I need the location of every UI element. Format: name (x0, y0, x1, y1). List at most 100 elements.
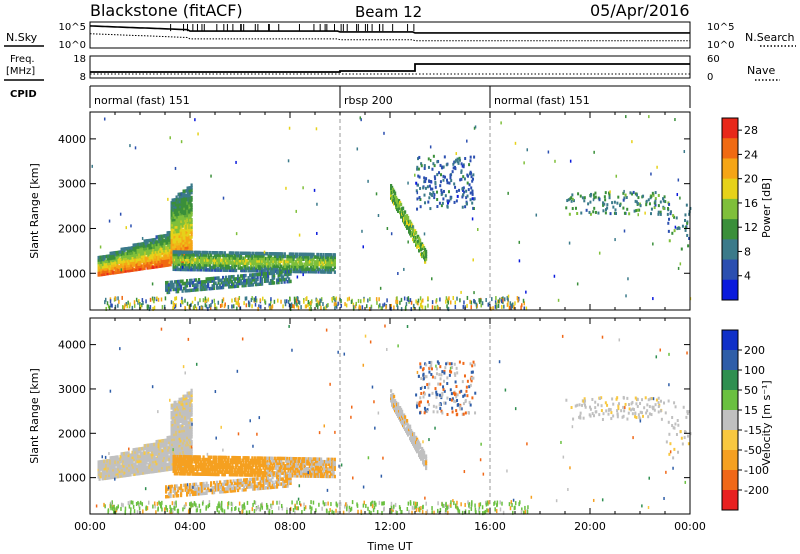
scatter-cell (103, 255, 106, 259)
scatter-cell (255, 264, 258, 268)
scatter-cell (631, 192, 634, 196)
scatter-cell (203, 457, 206, 462)
scatter-cell (190, 220, 193, 224)
scatter-cell (290, 257, 293, 261)
scatter-cell (677, 266, 680, 270)
scatter-cell (251, 304, 253, 309)
scatter-cell (228, 251, 231, 255)
colorbar-swatch (722, 239, 738, 261)
scatter-cell (427, 296, 429, 301)
scatter-cell (258, 251, 261, 256)
scatter-cell (207, 255, 210, 260)
scatter-cell (155, 447, 158, 451)
scatter-cell (201, 260, 204, 265)
scatter-cell (195, 253, 198, 257)
scatter-cell (190, 413, 193, 417)
scatter-cell (214, 281, 217, 285)
scatter-cell (197, 455, 200, 459)
scatter-cell (185, 469, 188, 474)
scatter-cell (174, 422, 177, 427)
scatter-cell (193, 288, 196, 292)
scatter-cell (184, 281, 187, 286)
scatter-cell (116, 462, 119, 467)
scatter-cell (195, 460, 198, 464)
scatter-cell (263, 261, 266, 266)
scatter-cell (208, 470, 211, 474)
scatter-cell (230, 268, 233, 273)
scatter-cell (142, 449, 145, 453)
scatter-cell (267, 256, 270, 261)
scatter-cell (184, 228, 187, 233)
freq-label-line2: [MHz] (6, 66, 35, 77)
scatter-cell (440, 165, 443, 169)
scatter-cell (216, 258, 219, 262)
scatter-cell (133, 255, 136, 260)
scatter-cell (261, 277, 264, 281)
scatter-cell (375, 192, 378, 196)
scatter-cell (317, 302, 319, 307)
scatter-cell (485, 298, 487, 303)
scatter-cell (277, 259, 280, 264)
scatter-cell (217, 300, 220, 305)
scatter-cell (223, 280, 226, 285)
scatter-cell (220, 460, 223, 465)
scatter-cell (237, 258, 240, 263)
scatter-cell (226, 277, 229, 282)
scatter-cell (177, 422, 180, 426)
scatter-cell (662, 197, 665, 201)
scatter-cell (455, 199, 458, 203)
scatter-cell (298, 252, 301, 257)
scatter-cell (308, 267, 311, 272)
scatter-cell (267, 274, 270, 278)
scatter-cell (164, 453, 167, 457)
scatter-cell (196, 457, 199, 462)
scatter-cell (608, 193, 611, 197)
scatter-cell (320, 255, 323, 259)
scatter-cell (379, 303, 381, 308)
scatter-cell (181, 257, 184, 262)
scatter-cell (197, 457, 200, 462)
scatter-cell (201, 258, 204, 262)
scatter-cell (657, 193, 660, 197)
scatter-cell (639, 204, 642, 208)
scatter-cell (253, 280, 256, 284)
scatter-cell (277, 280, 280, 285)
scatter-cell (212, 465, 215, 469)
scatter-cell (264, 274, 267, 279)
scatter-cell (418, 155, 421, 159)
scatter-cell (248, 303, 251, 308)
scatter-cell (175, 195, 178, 199)
scatter-cell (436, 190, 439, 194)
scatter-cell (466, 295, 469, 300)
scatter-cell (612, 205, 615, 209)
scatter-cell (205, 268, 208, 272)
scatter-cell (213, 455, 216, 460)
scatter-cell (240, 261, 243, 265)
scatter-cell (210, 279, 213, 283)
scatter-cell (190, 435, 193, 439)
scatter-cell (222, 263, 225, 267)
scatter-cell (197, 265, 200, 270)
scatter-cell (253, 261, 256, 266)
scatter-cell (129, 472, 132, 477)
scatter-cell (492, 306, 494, 311)
scatter-cell (300, 259, 303, 264)
scatter-cell (452, 166, 455, 170)
scatter-cell (572, 199, 575, 203)
scatter-cell (436, 198, 439, 202)
scatter-cell (446, 306, 449, 311)
scatter-cell (250, 263, 253, 268)
scatter-cell (109, 473, 112, 477)
scatter-cell (210, 465, 213, 469)
scatter-cell (105, 306, 107, 311)
scatter-cell (435, 298, 438, 303)
scatter-cell (418, 306, 421, 311)
scatter-cell (103, 262, 106, 266)
scatter-cell (244, 278, 247, 283)
scatter-cell (248, 254, 251, 258)
scatter-cell (195, 467, 198, 471)
scatter-cell (113, 256, 116, 260)
scatter-cell (273, 257, 276, 261)
scatter-cell (190, 198, 193, 202)
scatter-cell (222, 196, 225, 200)
